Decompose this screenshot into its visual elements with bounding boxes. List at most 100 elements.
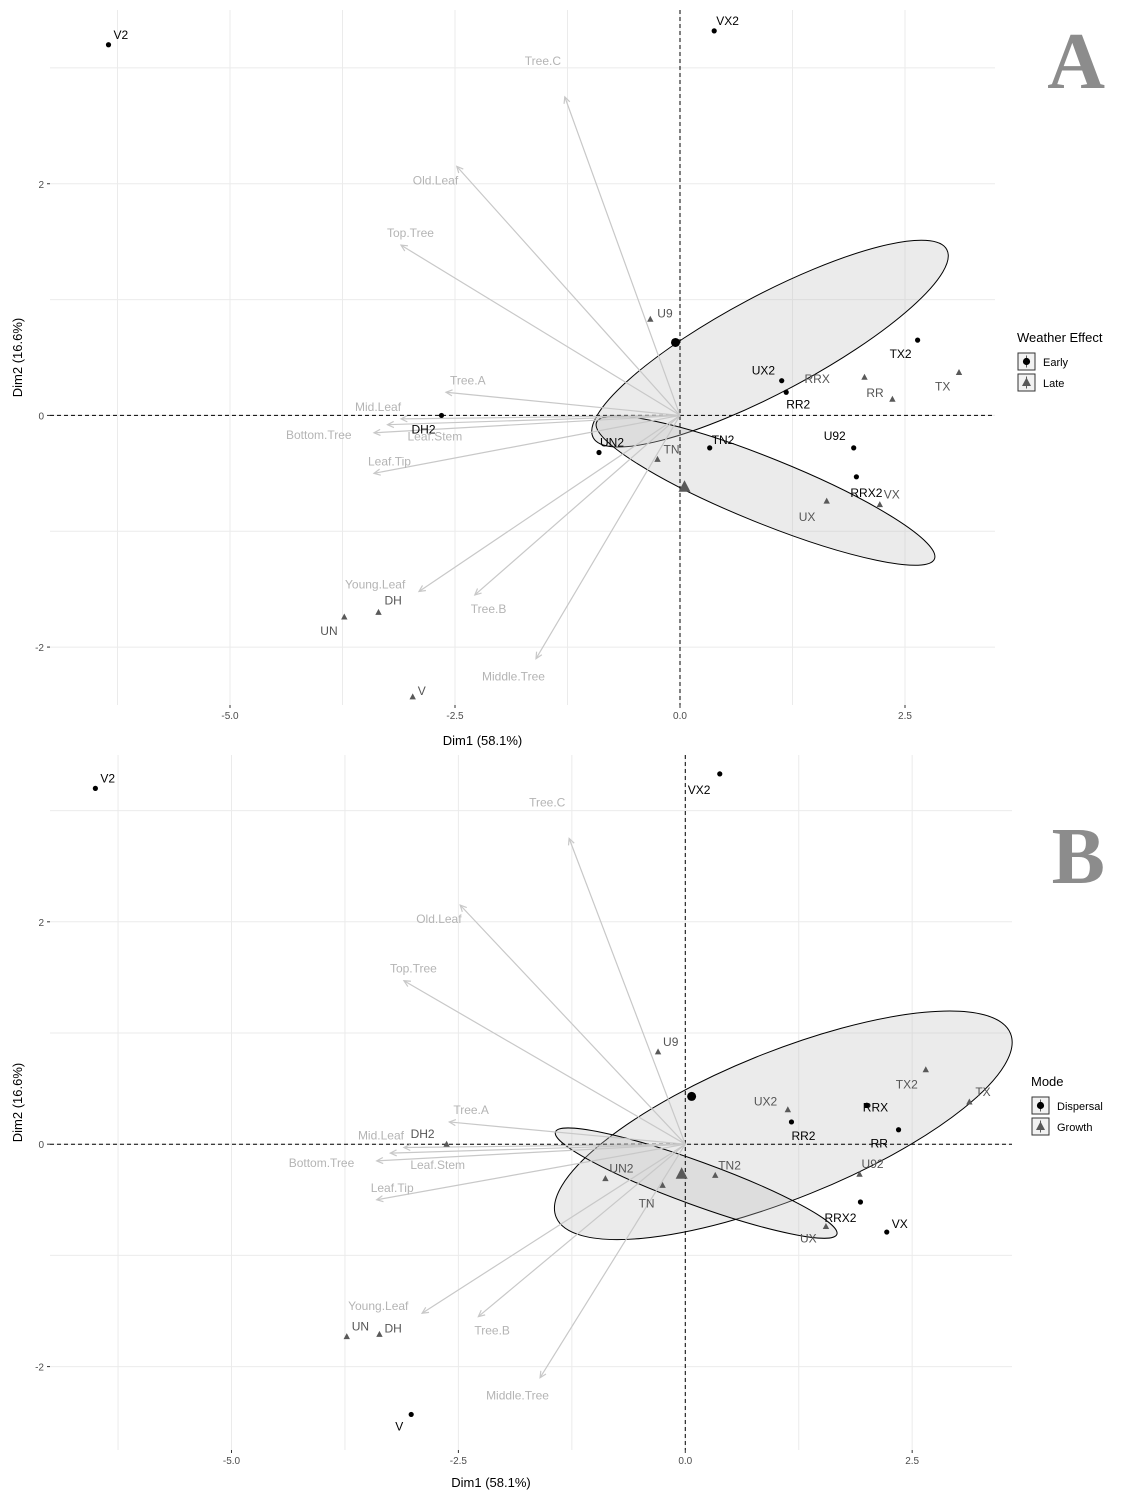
y-tick-label: 2 — [38, 918, 44, 929]
variable-arrow-mid-leaf — [403, 1143, 686, 1149]
point-marker-tx — [955, 369, 963, 376]
y-axis-title: Dim2 (16.6%) — [10, 1063, 25, 1142]
legend-title: Mode — [1031, 1074, 1064, 1089]
legend: Mode Dispersal Growth — [1031, 1074, 1103, 1136]
variable-label-young-leaf: Young.Leaf — [348, 1299, 409, 1313]
x-tick-label: 2.5 — [898, 711, 912, 722]
variable-label-tree-c: Tree.C — [529, 795, 566, 809]
point-label-dh: DH — [385, 593, 402, 607]
x-axis-title: Dim1 (58.1%) — [451, 1475, 530, 1490]
variable-arrow-young-leaf — [418, 414, 681, 592]
centroid-dispersal — [687, 1091, 697, 1101]
x-tick-label: -5.0 — [221, 711, 239, 722]
point-marker-rrx2 — [853, 474, 860, 480]
point-marker-tx2 — [922, 1066, 929, 1073]
point-label-rrx2: RRX2 — [824, 1211, 856, 1225]
variable-label-leaf-tip: Leaf.Tip — [371, 1181, 414, 1195]
variable-label-leaf-tip: Leaf.Tip — [368, 454, 411, 468]
point-marker-vx — [876, 501, 883, 508]
point-marker-dh — [375, 608, 382, 615]
variable-label-bottom-tree: Bottom.Tree — [289, 1156, 355, 1170]
variable-arrow-tree-b — [477, 1143, 686, 1318]
point-marker-dh — [376, 1330, 383, 1337]
variable-arrowhead-leaf-tip — [372, 468, 381, 476]
point-label-v2: V2 — [114, 28, 129, 42]
variable-arrow-leaf-tip — [376, 1143, 686, 1201]
variable-arrowhead-leaf-stem — [388, 1149, 397, 1157]
panel-letter: A — [1047, 18, 1105, 106]
variable-arrowhead-old-leaf — [459, 904, 467, 912]
variable-arrow-leaf-tip — [373, 414, 681, 474]
data-points: V2 VX2 TX2 UX2 RR2 U92 RRX2 TN2 UN2 DH2 U9 RRX RR TX V… — [105, 14, 963, 700]
point-label-u92: U92 — [862, 1157, 884, 1171]
point-label-tn2: TN2 — [718, 1158, 741, 1172]
point-marker-ux — [822, 1222, 830, 1229]
point-marker-tx — [966, 1098, 973, 1105]
point-marker-v — [409, 693, 416, 700]
legend-key-triangle-icon — [1036, 1121, 1045, 1130]
variable-label-top-tree: Top.Tree — [387, 226, 434, 240]
point-marker-un — [341, 613, 348, 620]
variable-label-middle-tree: Middle.Tree — [486, 1389, 549, 1403]
point-marker-u92 — [856, 1170, 863, 1177]
variable-arrows: Tree.C Old.Leaf Top.Tree Tree.A Mid.LeafBott… — [286, 54, 681, 684]
point-label-v2: V2 — [100, 771, 115, 785]
variable-label-tree-b: Tree.B — [474, 1324, 510, 1338]
variable-arrow-mid-leaf — [400, 414, 681, 420]
point-marker-rrx2 — [857, 1199, 864, 1205]
point-label-dh: DH — [384, 1321, 401, 1335]
variable-arrowhead-bottom-tree — [375, 1156, 384, 1165]
variable-arrowhead-tree-c — [563, 95, 571, 104]
point-marker-ux — [823, 497, 830, 504]
legend-label-late: Late — [1043, 378, 1064, 390]
centroid-growth — [675, 1167, 688, 1179]
variable-label-young-leaf: Young.Leaf — [345, 577, 406, 591]
point-label-vx: VX — [892, 1217, 908, 1231]
point-label-un: UN — [320, 624, 337, 638]
y-tick-label: 0 — [38, 411, 44, 422]
point-label-u9: U9 — [663, 1035, 679, 1049]
variable-arrow-old-leaf — [459, 904, 686, 1145]
variable-arrows: Tree.C Old.Leaf Top.Tree Tree.A Mid.LeafBott… — [289, 795, 686, 1403]
x-axis-title: Dim1 (58.1%) — [443, 733, 522, 748]
variable-arrowhead-leaf-stem — [386, 420, 395, 429]
legend-title: Weather Effect — [1017, 330, 1103, 345]
point-label-v: V — [418, 684, 426, 698]
x-tick-label: -5.0 — [223, 1456, 241, 1467]
point-marker-tn2 — [712, 1171, 719, 1178]
point-label-tn: TN — [664, 442, 680, 456]
data-points: V2 VX2 RRX RR RR2 RRX2 VX V UX2 TX2 TX U9 U92 UX TN2 TN… — [92, 771, 991, 1433]
point-marker-rr2 — [783, 389, 789, 395]
point-label-tx2: TX2 — [896, 1078, 918, 1092]
variable-label-top-tree: Top.Tree — [390, 962, 437, 976]
variable-arrowhead-mid-leaf — [402, 1143, 411, 1152]
point-label-un2: UN2 — [600, 435, 624, 449]
point-marker-tx2 — [915, 337, 921, 343]
panel-letter: B — [1052, 813, 1105, 901]
point-label-u9: U9 — [657, 306, 673, 320]
point-label-vx: VX — [884, 488, 900, 502]
point-marker-tn2 — [707, 445, 713, 451]
variable-arrow-tree-c — [564, 96, 681, 416]
variable-label-mid-leaf: Mid.Leaf — [355, 400, 402, 414]
point-marker-u9 — [654, 1048, 662, 1055]
variable-arrowhead-young-leaf — [417, 585, 427, 593]
variable-label-leaf-stem: Leaf.Stem — [410, 1158, 465, 1172]
point-marker-tn — [659, 1181, 666, 1188]
chart-panel-b: Tree.C Old.Leaf Top.Tree Tree.A Mid.LeafBott… — [10, 755, 1105, 1490]
point-marker-rr — [895, 1127, 902, 1133]
variable-arrow-top-tree — [403, 980, 686, 1145]
chart-panel-a: Tree.C Old.Leaf Top.Tree Tree.A Mid.LeafBott… — [10, 10, 1105, 748]
point-label-rrx: RRX — [805, 372, 830, 386]
variable-label-leaf-stem: Leaf.Stem — [408, 430, 463, 444]
legend-key-circle-icon — [1036, 1101, 1045, 1110]
point-label-vx2: VX2 — [716, 14, 739, 28]
variable-arrowhead-tree-a — [447, 1118, 457, 1127]
variable-arrowhead-top-tree — [399, 244, 409, 252]
variable-arrow-middle-tree — [539, 1143, 686, 1379]
variable-arrow-middle-tree — [535, 415, 681, 659]
point-marker-v2 — [105, 42, 112, 48]
variable-arrowhead-mid-leaf — [399, 415, 408, 423]
